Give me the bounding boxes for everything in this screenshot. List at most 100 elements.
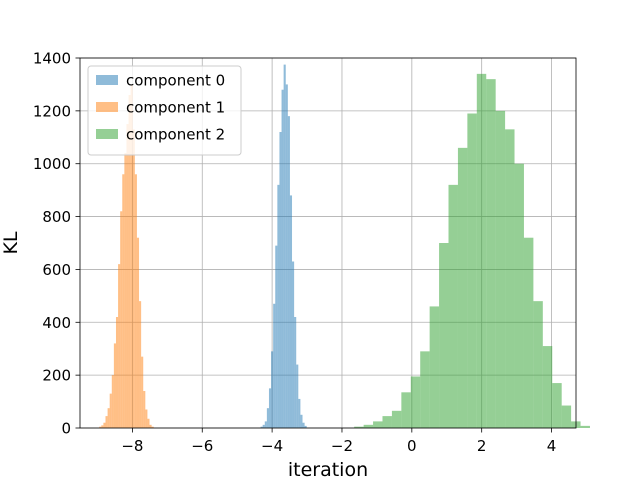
histogram-bar-series-1 [111, 375, 114, 428]
y-tick-label: 1400 [33, 50, 71, 68]
histogram-bar-series-2 [401, 392, 411, 428]
histogram-bar-series-2 [552, 383, 562, 428]
histogram-bar-series-0 [268, 388, 272, 428]
histogram-bar-series-1 [109, 393, 112, 428]
histogram-bar-series-0 [281, 89, 284, 428]
histogram-bar-series-1 [126, 124, 129, 429]
histogram-bar-series-2 [354, 426, 364, 428]
legend-swatch-series-0 [96, 75, 118, 85]
y-axis-label: KL [0, 231, 22, 254]
histogram-bar-series-1 [151, 426, 154, 428]
histogram-bar-series-2 [533, 301, 543, 428]
histogram-bar-series-0 [279, 132, 282, 428]
histogram-bar-series-1 [124, 153, 127, 428]
histogram-bar-series-2 [420, 351, 430, 428]
legend-label-series-1: component 1 [126, 99, 225, 117]
histogram-bar-series-1 [103, 422, 106, 428]
histogram-bar-series-0 [273, 303, 276, 428]
histogram-bar-series-2 [363, 424, 374, 428]
histogram-bar-series-2 [523, 237, 534, 428]
histogram-bar-series-0 [266, 408, 269, 428]
histogram-bar-series-2 [542, 346, 553, 428]
y-tick-label: 1000 [33, 155, 71, 173]
histogram-bar-series-0 [294, 317, 297, 428]
histogram-bar-series-1 [105, 416, 108, 428]
histogram-bar-series-1 [113, 343, 116, 428]
x-tick-label: −2 [331, 437, 353, 455]
ticks-layer: −8 −6 −4 −2 0 2 4 0 200 400 600 800 1000 1200 1400 [33, 50, 557, 456]
histogram-bar-series-2 [439, 243, 449, 428]
histogram-bar-series-0 [300, 414, 303, 428]
histogram-bar-series-1 [134, 174, 137, 428]
histogram-bar-series-2 [457, 147, 468, 428]
y-tick-label: 0 [61, 420, 71, 438]
y-tick-label: 800 [42, 208, 71, 226]
histogram-bar-series-1 [132, 129, 135, 428]
histogram-bar-series-2 [382, 416, 392, 428]
histogram-bar-series-1 [139, 301, 142, 428]
y-tick-label: 200 [42, 367, 71, 385]
legend: component 0 component 1 component 2 [87, 65, 242, 156]
histogram-bar-series-0 [292, 261, 295, 428]
histogram-bar-series-2 [486, 79, 496, 429]
histogram-bar-series-2 [373, 421, 383, 428]
histogram-bar-series-2 [580, 425, 590, 428]
histogram-bar-series-2 [495, 110, 506, 428]
legend-label-series-0: component 0 [126, 72, 225, 90]
histogram-bar-series-0 [277, 184, 280, 428]
histogram-bar-series-2 [448, 184, 458, 428]
histogram-bar-series-1 [130, 84, 133, 428]
histogram-bar-series-0 [287, 116, 290, 429]
y-tick-label: 600 [42, 261, 71, 279]
x-tick-label: 4 [547, 437, 557, 455]
x-tick-label: 0 [407, 437, 417, 455]
histogram-bar-series-1 [136, 237, 140, 428]
histogram-bar-series-0 [275, 245, 278, 428]
histogram-bar-series-1 [115, 317, 119, 428]
histogram-bar-series-0 [298, 398, 301, 428]
x-tick-label: −8 [121, 437, 143, 455]
histogram-bar-series-2 [410, 376, 421, 428]
x-tick-label: −4 [261, 437, 283, 455]
histogram-bar-series-0 [302, 422, 305, 428]
histogram-bar-series-1 [107, 408, 110, 428]
histogram-bar-series-2 [429, 306, 440, 428]
histogram-bar-series-0 [296, 364, 299, 428]
histogram-bar-series-0 [271, 351, 274, 428]
histogram-bar-series-2 [505, 129, 515, 428]
histogram-bar-series-0 [262, 424, 265, 428]
histogram-bar-series-1 [147, 418, 150, 428]
histogram-bar-series-1 [122, 174, 125, 428]
x-tick-label: 2 [477, 437, 487, 455]
histogram-bar-series-0 [304, 425, 307, 428]
histogram-bar-series-0 [289, 195, 293, 428]
histogram-bar-series-1 [118, 264, 121, 428]
histogram-bar-series-2 [391, 410, 402, 428]
histogram-bar-series-1 [101, 425, 104, 428]
plot-area-frame [79, 57, 577, 429]
y-tick-label: 1200 [33, 102, 71, 120]
histogram-bar-series-1 [128, 95, 131, 428]
histogram-bar-series-1 [120, 211, 123, 428]
histogram-bar-series-2 [561, 405, 572, 428]
histogram-bar-series-2 [514, 163, 524, 428]
x-axis-label: iteration [288, 459, 368, 480]
histogram-bar-series-1 [141, 356, 144, 428]
histogram-bar-series-1 [99, 426, 102, 428]
histogram-bar-series-0 [283, 64, 286, 428]
histogram-bar-series-2 [476, 73, 487, 428]
y-tick-label: 400 [42, 314, 71, 332]
legend-label-series-2: component 2 [126, 126, 225, 144]
histogram-bar-series-0 [285, 84, 288, 428]
histogram-bar-series-1 [145, 409, 148, 428]
bars-layer [99, 64, 590, 429]
x-tick-label: −6 [191, 437, 213, 455]
legend-swatch-series-2 [96, 129, 118, 139]
histogram-bar-series-2 [467, 113, 477, 428]
legend-frame [87, 65, 242, 156]
histogram-bar-series-0 [264, 421, 267, 428]
legend-swatch-series-1 [96, 102, 118, 112]
histogram-bar-series-0 [260, 426, 263, 428]
histogram-bar-series-1 [149, 424, 152, 428]
